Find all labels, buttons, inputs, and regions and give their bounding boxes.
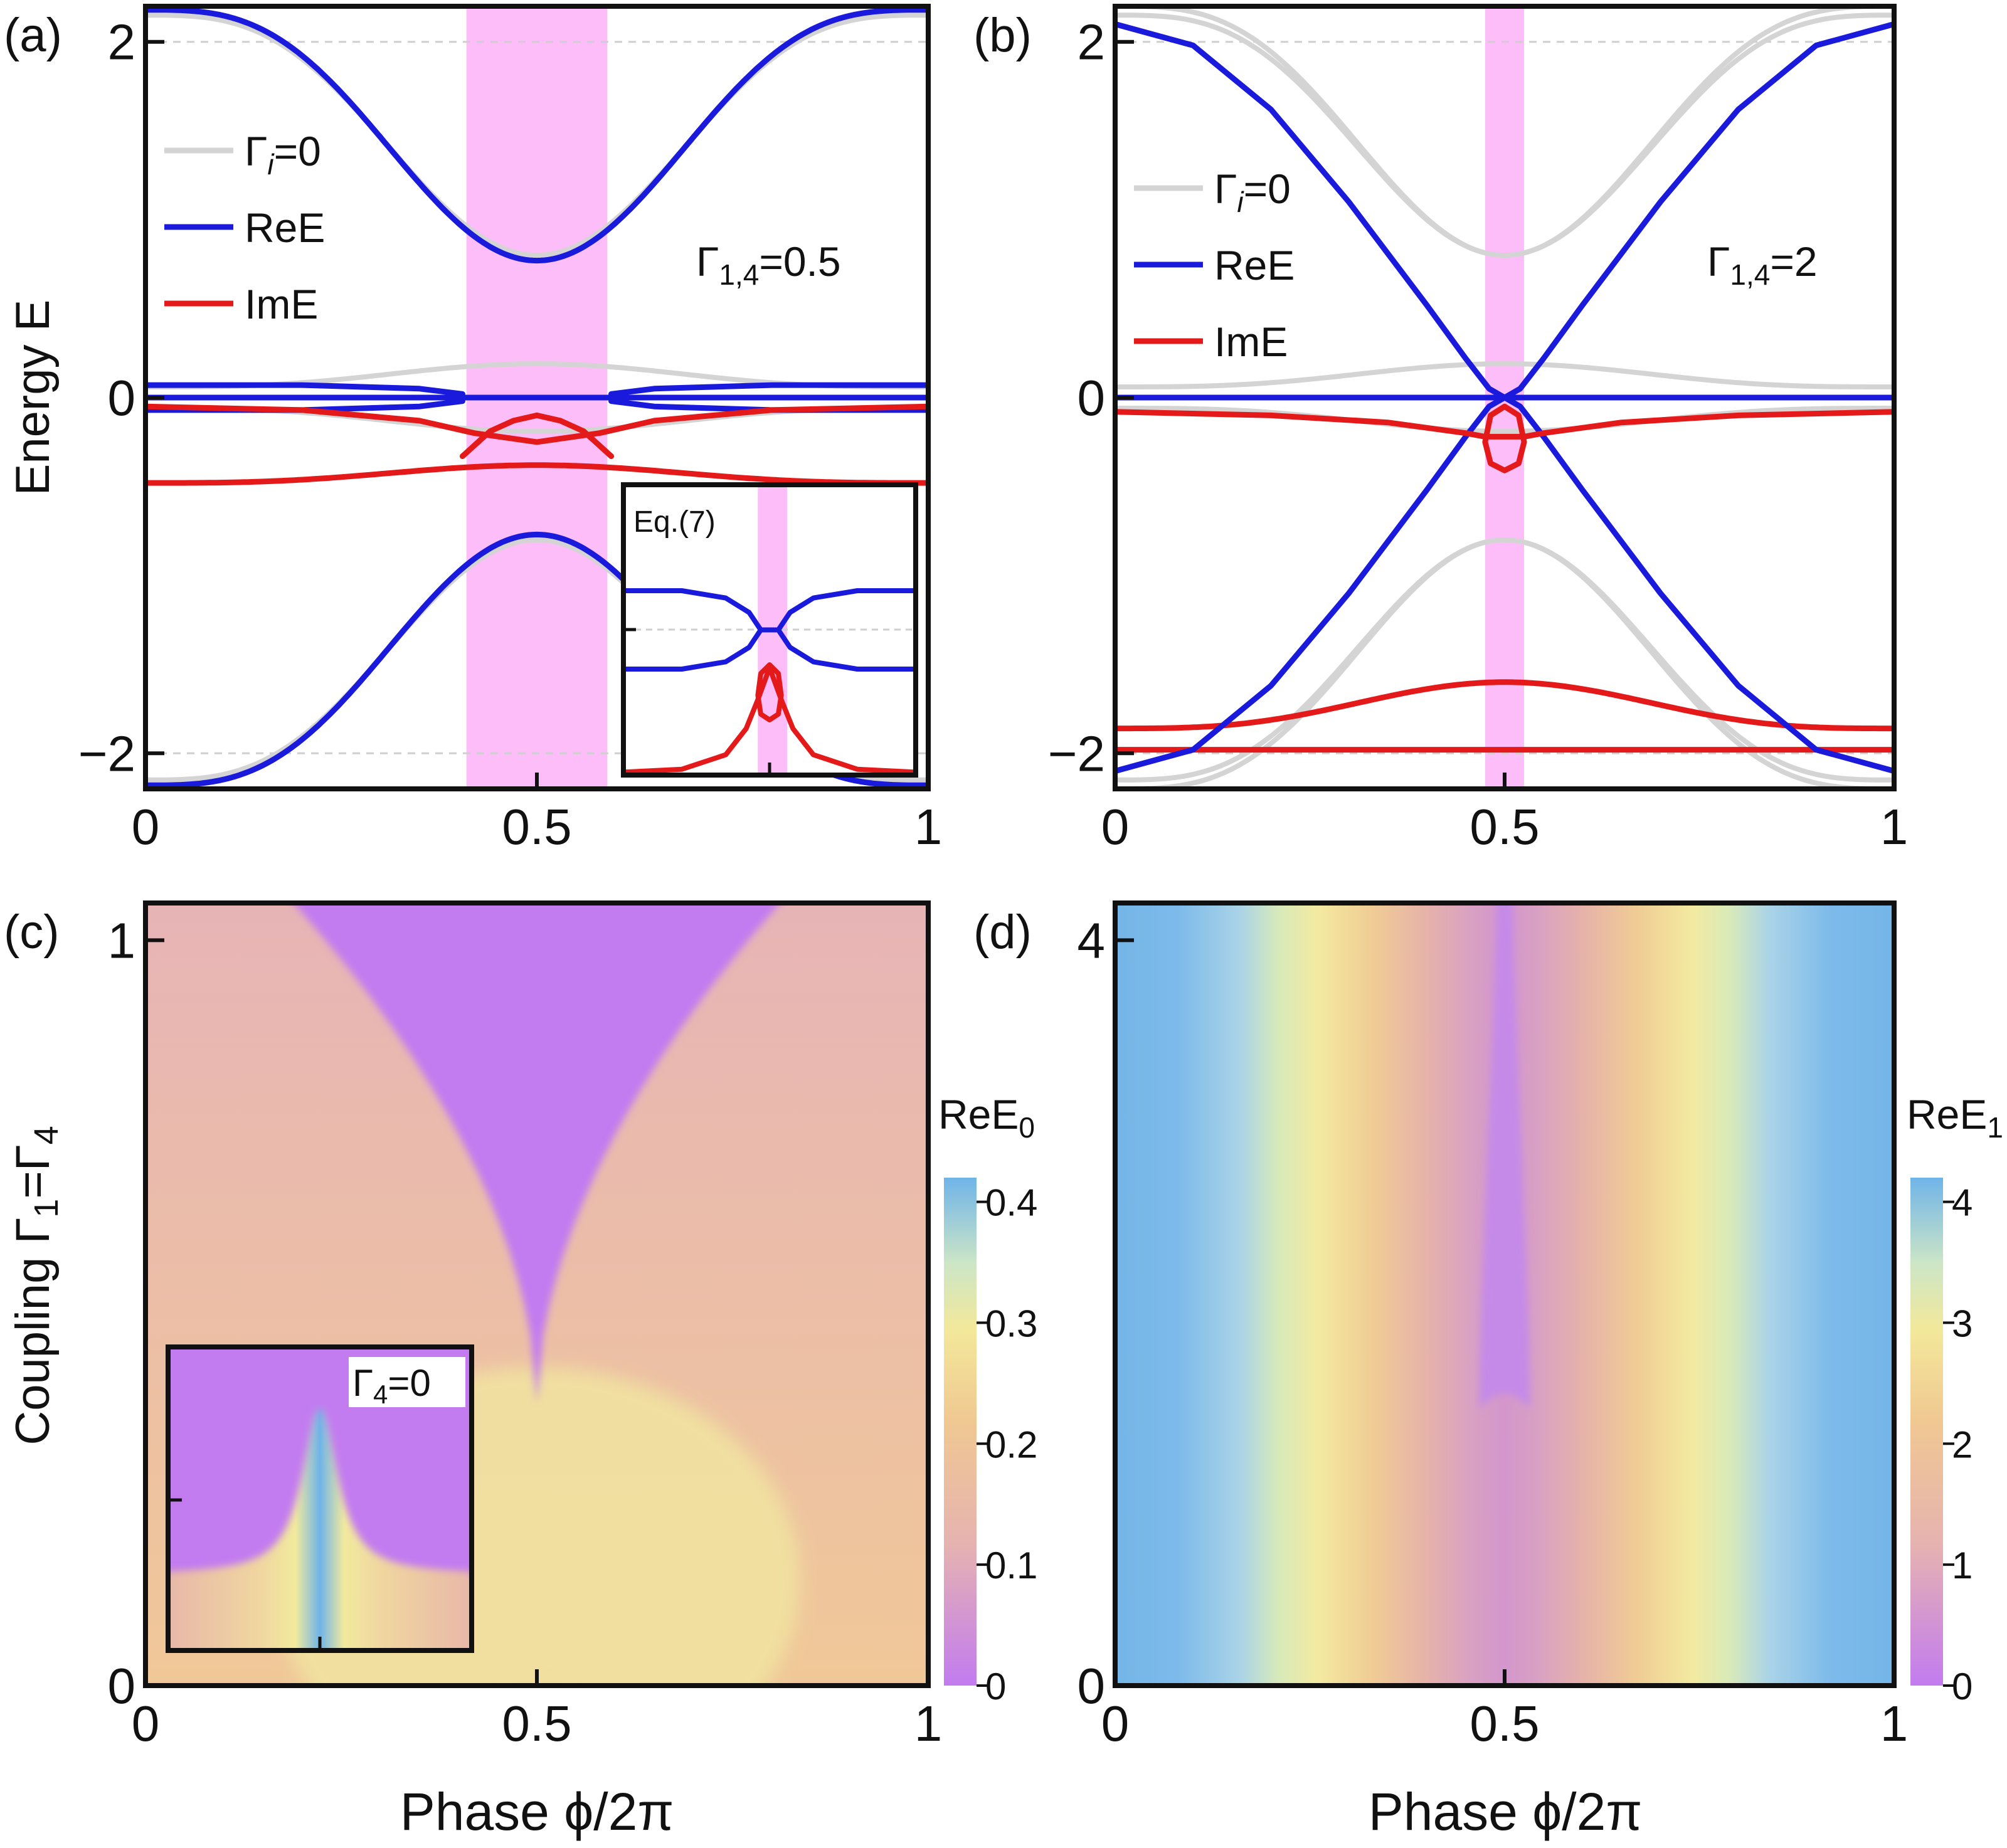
panel-c: (c) Γ4=0 0 0.5 110 Coupling Γ1=Γ4 Phase ϕ/… [4, 900, 1037, 1841]
series-a-4 [146, 7, 928, 264]
inset-a-curves [623, 588, 916, 775]
legend-label-ree: ReE [245, 204, 325, 251]
series-a-0 [146, 13, 928, 258]
ytick-label-b-0: 2 [1078, 14, 1106, 70]
cbar-c-ticks-label-1: 0.3 [985, 1302, 1037, 1344]
ytick-label-c-0: 1 [108, 912, 136, 968]
heatmap-c [146, 903, 928, 1686]
panel-a: (a) Γi=0 ReE ImE Γ1,4=0.5 Eq.(7) 0 0.5 120… [4, 4, 942, 855]
cbar-d-ticks-label-4: 0 [1952, 1666, 1973, 1708]
axes-a: 0 0.5 1 2 0 −2 [78, 14, 942, 855]
colorbar-c-title: ReE0 [938, 1091, 1035, 1144]
ylabel-a: Energy E [6, 300, 60, 496]
xtick-label-b-1: 0.5 [1470, 799, 1539, 855]
legend-a: Γi=0 ReE ImE [164, 128, 325, 327]
heatmap-d [1115, 903, 1894, 1686]
legend-b-label-ree: ReE [1214, 242, 1295, 288]
legend-b-label-ime: ImE [1214, 319, 1288, 365]
cbar-c-ticks-label-3: 0.1 [985, 1544, 1037, 1587]
heatmap-d-zero-spike [1479, 903, 1530, 1410]
inset-a-label: Eq.(7) [633, 505, 716, 539]
heatmap-c-zero-region [293, 903, 781, 1403]
ytick-label-b-2: −2 [1048, 726, 1105, 781]
inset-a: Eq.(7) [621, 482, 918, 778]
heatmap-c-peak [430, 1486, 643, 1686]
loop-b-2 [1115, 409, 1894, 440]
ylabel-c: Coupling Γ1=Γ4 [6, 1126, 65, 1445]
colorbar-c-ticks: 0.4 0.3 0.2 0.1 0 [977, 1182, 1037, 1708]
xtick-label-d-1: 0.5 [1470, 1696, 1539, 1751]
cbar-c-ticks-label-0: 0.4 [985, 1182, 1037, 1224]
axes-c: 0 0.5 1 1 0 [108, 912, 943, 1751]
ytick-label-b-1: 0 [1078, 370, 1106, 426]
annotation-b: Γ1,4=2 [1707, 238, 1818, 291]
ytick-label-c-1: 0 [108, 1658, 136, 1714]
legend-b: Γi=0 ReE ImE [1134, 166, 1295, 365]
loop-a-3 [459, 412, 615, 460]
inset-a-loop-4 [755, 662, 784, 722]
colorbar-c-bar [944, 1178, 977, 1686]
series-b-5 [1115, 406, 1894, 434]
xtick-label-c-0: 0 [132, 1696, 160, 1751]
curves-b [1115, 6, 1894, 789]
colorbar-d-bar [1910, 1178, 1943, 1686]
ytick-label-d-1: 0 [1078, 1658, 1106, 1714]
colorbar-d: ReE1 4 3 2 1 0 [1907, 1091, 2003, 1708]
series-b-2 [1115, 6, 1894, 258]
panel-d: (d) 0 0.5 1 4 0 Phase ϕ/2π ReE1 4 3 2 1 0 [973, 900, 2003, 1841]
colorbar-c: ReE0 0.4 0.3 0.2 0.1 0 [938, 1091, 1037, 1708]
panel-label-c: (c) [4, 906, 60, 959]
panel-label-b: (b) [973, 9, 1032, 62]
cbar-d-ticks-label-3: 1 [1952, 1544, 1973, 1587]
annotation-a: Γ1,4=0.5 [696, 238, 841, 291]
xtick-label-a-2: 1 [914, 799, 943, 855]
loop-b-1 [1115, 21, 1894, 774]
xtick-label-a-1: 0.5 [502, 799, 571, 855]
axes-d: 0 0.5 1 4 0 [1078, 912, 1909, 1751]
curves-a [146, 7, 928, 788]
xtick-label-b-2: 1 [1880, 799, 1909, 855]
cbar-d-ticks-label-0: 4 [1952, 1182, 1973, 1224]
loop-b-3 [1482, 403, 1527, 473]
xtick-label-c-2: 1 [914, 1696, 943, 1751]
ytick-label-d-0: 4 [1078, 912, 1106, 968]
cbar-c-ticks-label-4: 0 [985, 1666, 1006, 1708]
colorbar-d-ticks: 4 3 2 1 0 [1943, 1182, 1973, 1708]
xtick-label-a-0: 0 [132, 799, 160, 855]
loop-a-2 [146, 403, 928, 445]
xtick-label-c-1: 0.5 [502, 1696, 571, 1751]
xlabel-c: Phase ϕ/2π [400, 1782, 674, 1841]
legend-b-label-gamma0: Γi=0 [1214, 166, 1291, 218]
xtick-label-b-0: 0 [1101, 799, 1130, 855]
axes-b: 0 0.5 1 2 0 −2 [1048, 14, 1908, 855]
legend-label-ime: ImE [245, 281, 318, 327]
series-a-7 [146, 462, 928, 486]
inset-c: Γ4=0 [166, 1344, 474, 1653]
colorbar-d-title: ReE1 [1907, 1091, 2003, 1144]
xtick-label-d-2: 1 [1880, 1696, 1909, 1751]
xlabel-d: Phase ϕ/2π [1369, 1782, 1643, 1841]
ytick-label-a-0: 2 [108, 14, 136, 70]
inset-c-label-bg [349, 1357, 465, 1407]
legend-label-gamma0: Γi=0 [245, 128, 321, 181]
cbar-c-ticks-label-2: 0.2 [985, 1423, 1037, 1465]
panel-label-a: (a) [4, 9, 62, 62]
cbar-d-ticks-label-1: 3 [1952, 1302, 1973, 1344]
panel-label-d: (d) [973, 906, 1032, 959]
series-b-3 [1115, 537, 1894, 789]
xtick-label-d-0: 0 [1101, 1696, 1130, 1751]
cbar-d-ticks-label-2: 2 [1952, 1423, 1973, 1465]
series-b-4 [1115, 361, 1894, 389]
series-b-7 [1115, 679, 1894, 732]
ytick-label-a-2: −2 [78, 726, 135, 781]
ytick-label-a-1: 0 [108, 370, 136, 426]
panel-b: (b) Γi=0 ReE ImE Γ1,4=2 0 0.5 1 2 0 −2 [973, 4, 1908, 855]
inset-c-label: Γ4=0 [352, 1362, 431, 1409]
